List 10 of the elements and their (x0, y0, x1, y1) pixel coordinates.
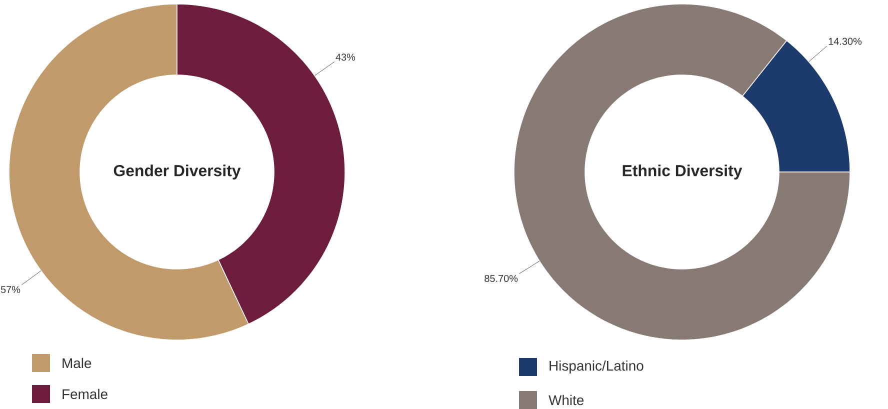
data-label: 14.30% (828, 38, 862, 45)
legend-label: White (548, 394, 584, 406)
text: Ethnic Diversity (622, 164, 742, 180)
data-label: 85.70% (484, 274, 518, 282)
text: Gender Diversity (114, 164, 241, 180)
legend-label: Female (62, 388, 108, 400)
legend-label: Male (62, 358, 92, 368)
data-label: 43% (336, 54, 356, 61)
data-label: 57% (0, 286, 20, 294)
legend-label: Hispanic/Latino (550, 360, 644, 374)
